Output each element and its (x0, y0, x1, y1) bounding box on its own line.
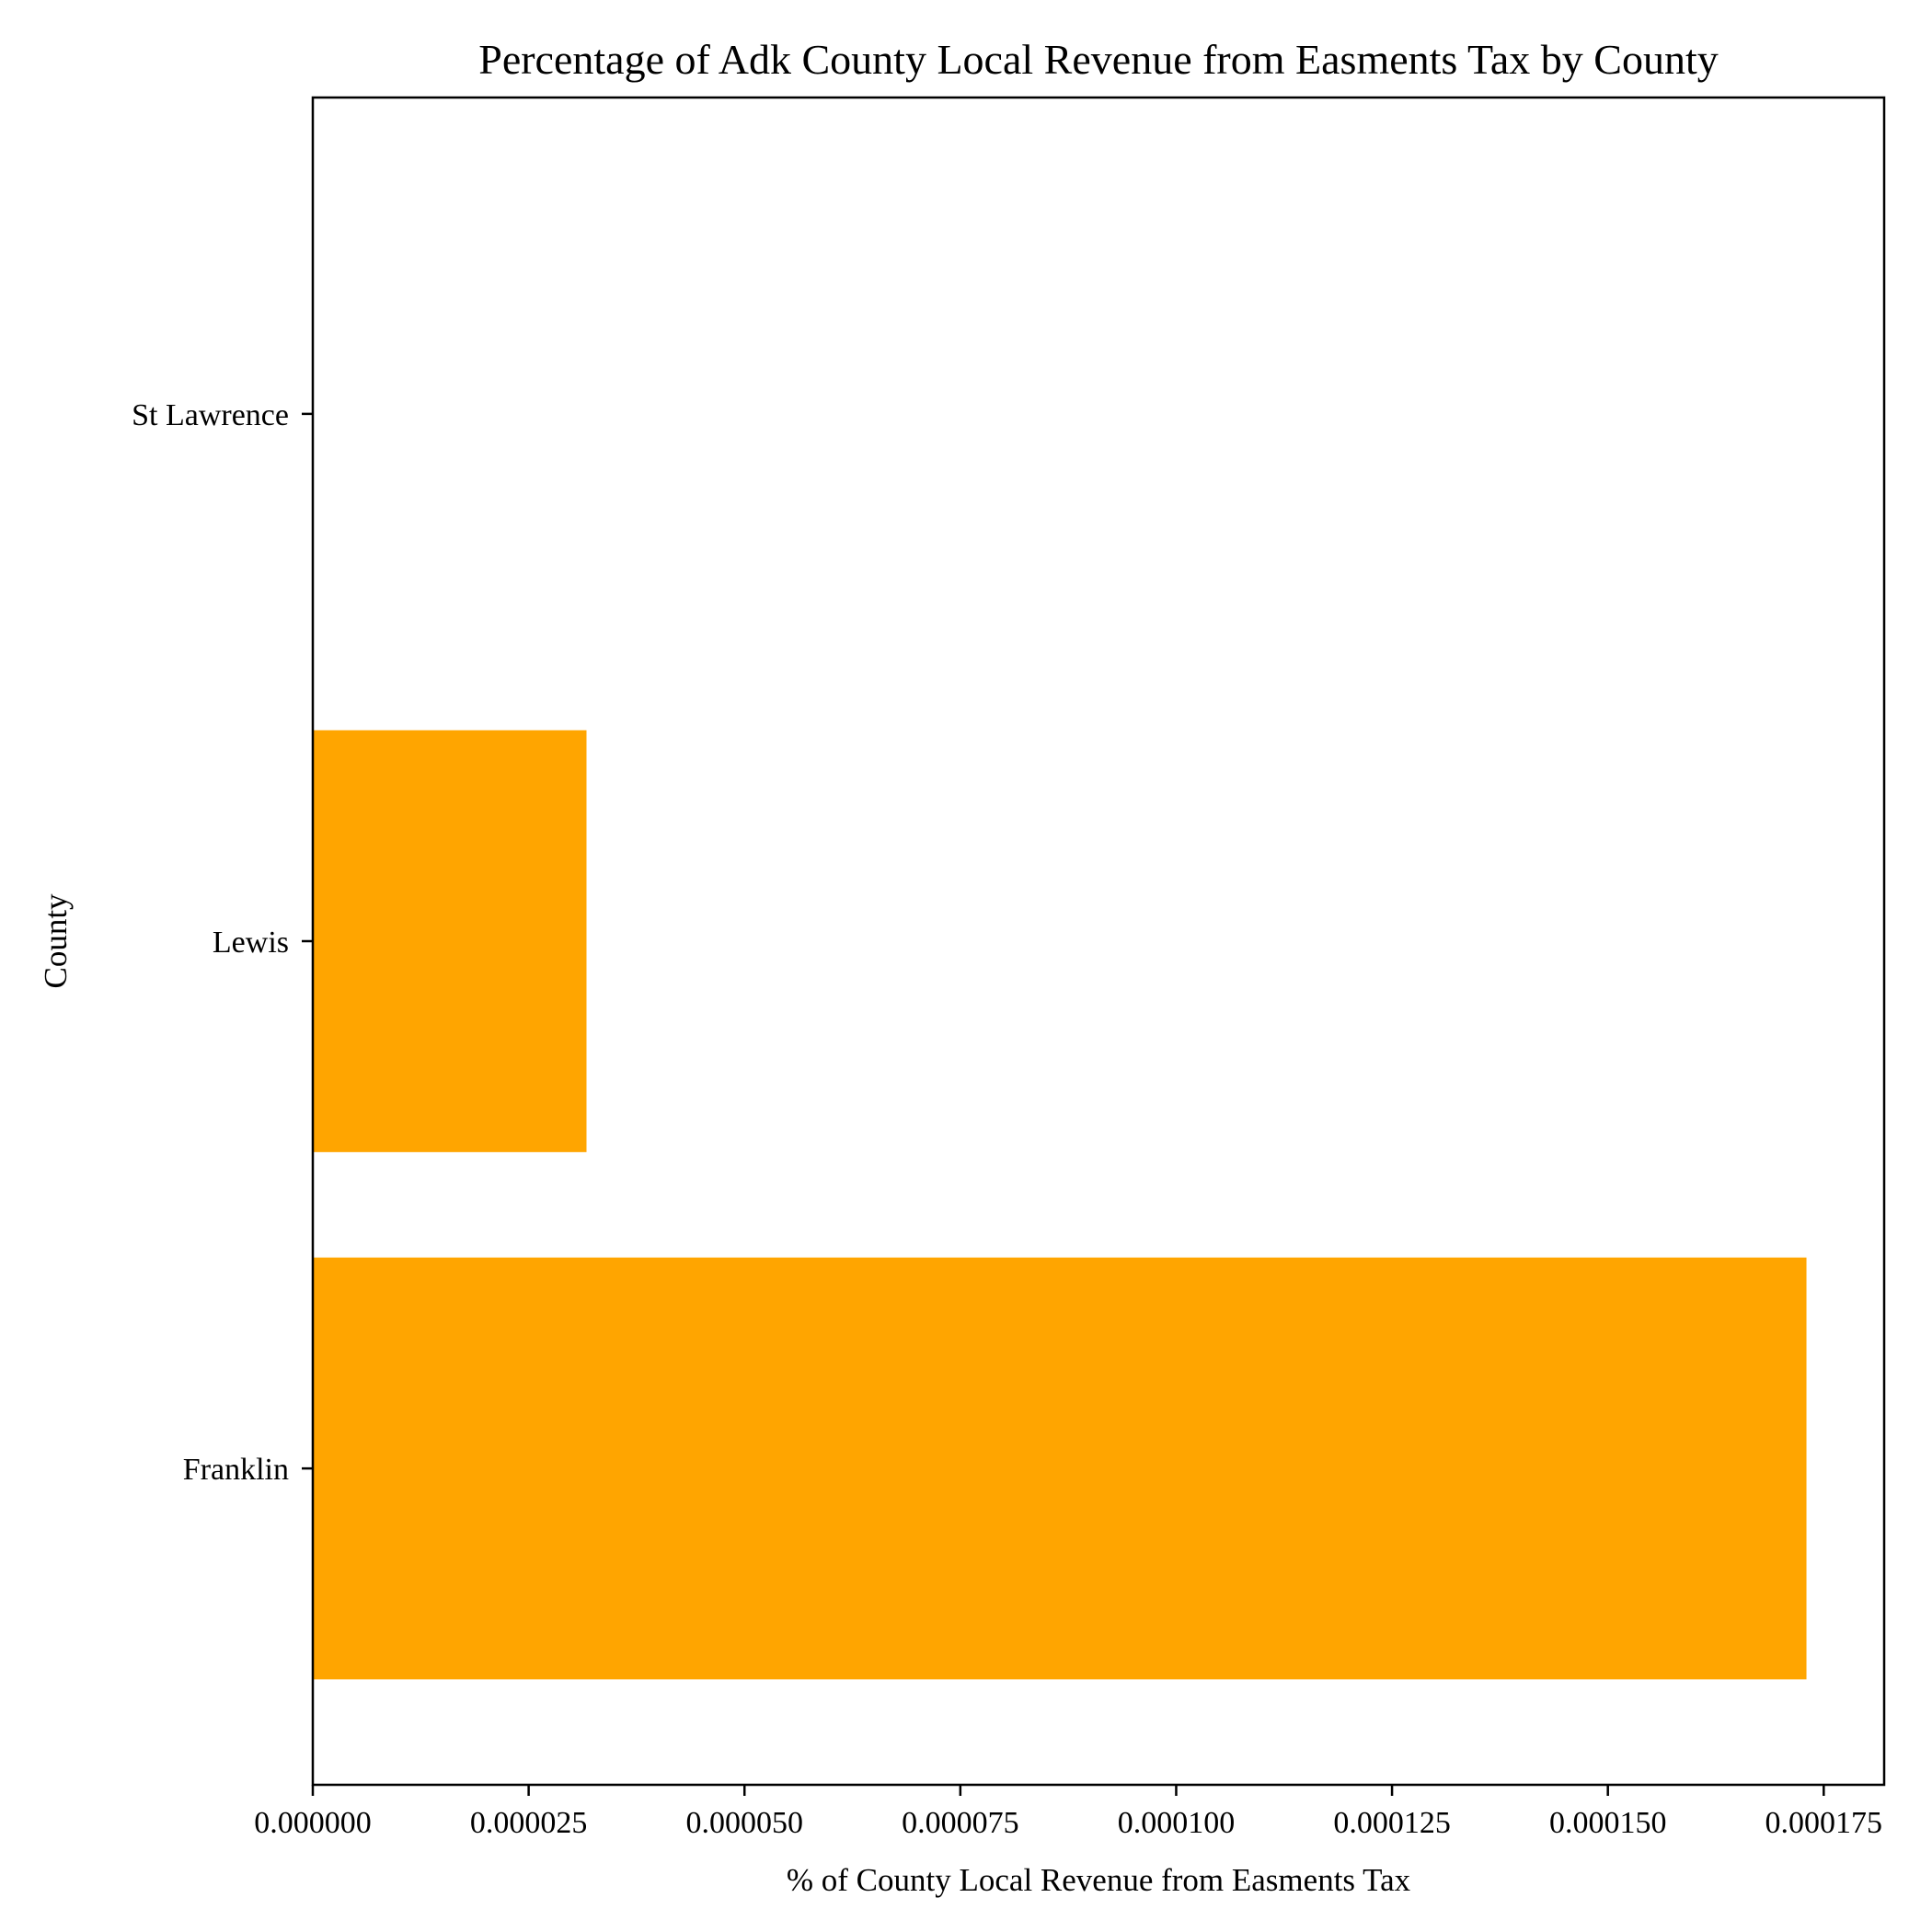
bar-lewis (313, 730, 587, 1153)
x-tick-label: 0.000125 (1333, 1806, 1451, 1840)
y-tick-label: Franklin (183, 1453, 289, 1487)
x-tick-label: 0.000000 (254, 1806, 372, 1840)
y-axis-label: County (38, 893, 74, 989)
y-tick-label: Lewis (213, 926, 289, 960)
plot-area-frame (311, 96, 1886, 1787)
y-tick-label: St Lawrence (132, 398, 289, 432)
x-tick-label: 0.000075 (902, 1806, 1019, 1840)
y-ticks-group: Franklin Lewis St Lawrence (132, 398, 313, 1487)
bars-group (313, 730, 1807, 1680)
x-tick-label: 0.000150 (1549, 1806, 1667, 1840)
x-axis-label: % of County Local Revenue from Easments … (787, 1862, 1411, 1898)
x-tick-label: 0.000100 (1118, 1806, 1236, 1840)
x-tick-label: 0.000175 (1765, 1806, 1883, 1840)
bar-franklin (313, 1257, 1807, 1680)
chart-title: Percentage of Adk County Local Revenue f… (478, 36, 1719, 83)
x-ticks-group: 0.000000 0.000025 0.000050 0.000075 0.000100… (254, 1785, 1882, 1840)
x-tick-label: 0.000050 (685, 1806, 803, 1840)
x-tick-label: 0.000025 (470, 1806, 588, 1840)
